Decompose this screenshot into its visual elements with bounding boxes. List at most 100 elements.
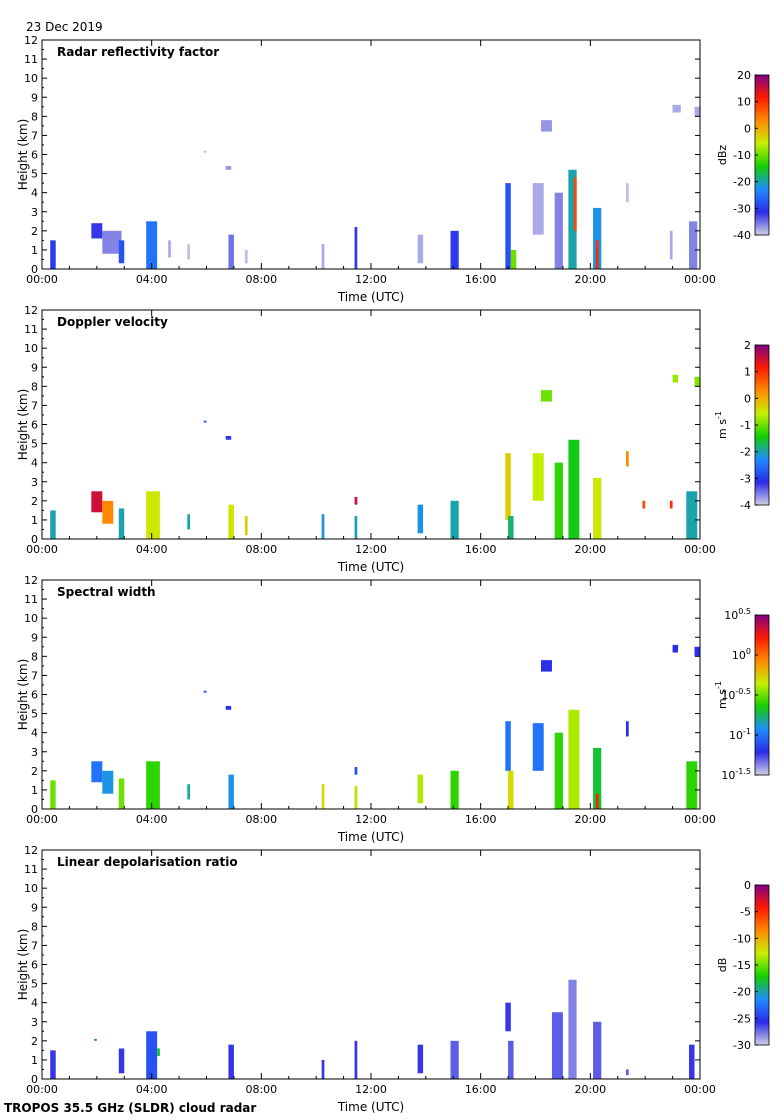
echo-cell: [540, 660, 552, 672]
y-tick-label: 2: [31, 225, 38, 238]
echo-cell: [505, 183, 511, 269]
x-tick-label: 16:00: [465, 813, 497, 826]
echo-cell: [450, 500, 459, 539]
echo-cell: [532, 453, 544, 501]
echo-cell: [118, 778, 125, 809]
echo-cell: [157, 1048, 160, 1057]
echo-cell: [321, 784, 325, 809]
x-tick-label: 08:00: [245, 273, 277, 286]
echo-cell: [568, 169, 577, 269]
y-tick-label: 6: [31, 959, 38, 972]
echo-cell: [118, 508, 125, 539]
y-tick-label: 0: [31, 533, 38, 546]
y-tick-label: 12: [24, 34, 38, 47]
y-tick-label: 2: [31, 765, 38, 778]
x-tick-label: 04:00: [136, 273, 168, 286]
y-tick-label: 12: [24, 844, 38, 857]
echo-cell: [225, 705, 232, 710]
y-tick-label: 1: [31, 244, 38, 257]
colorbar-tick-label: -1: [740, 419, 751, 432]
echo-cell: [50, 510, 56, 539]
y-tick-label: 1: [31, 1054, 38, 1067]
x-tick-label: 00:00: [26, 543, 58, 556]
echo-cell: [672, 104, 681, 113]
echo-cell: [118, 240, 125, 264]
echo-cell: [321, 1059, 325, 1079]
y-axis-label: Height (km): [16, 929, 30, 1000]
echo-cell: [102, 500, 114, 524]
y-tick-label: 0: [31, 803, 38, 816]
x-axis-label: Time (UTC): [337, 560, 404, 574]
echo-cell: [568, 439, 580, 539]
echo-cell: [508, 770, 514, 809]
x-tick-label: 08:00: [245, 1083, 277, 1096]
echo-cell: [505, 721, 511, 771]
echo-cell: [354, 516, 358, 539]
y-tick-label: 8: [31, 920, 38, 933]
y-axis-label: Height (km): [16, 389, 30, 460]
echo-cell: [642, 500, 646, 509]
y-tick-label: 8: [31, 650, 38, 663]
x-tick-label: 12:00: [355, 273, 387, 286]
x-tick-label: 00:00: [684, 273, 716, 286]
y-tick-label: 6: [31, 419, 38, 432]
echo-cell: [595, 793, 599, 809]
colorbar-tick-label: 100.5: [724, 607, 751, 622]
x-axis-label: Time (UTC): [337, 1100, 404, 1114]
echo-cell: [510, 249, 517, 269]
y-tick-label: 8: [31, 380, 38, 393]
y-tick-label: 2: [31, 1035, 38, 1048]
y-tick-label: 7: [31, 939, 38, 952]
echo-cell: [554, 732, 563, 809]
echo-cell: [625, 451, 629, 467]
echo-cell: [228, 1044, 234, 1079]
x-tick-label: 12:00: [355, 813, 387, 826]
colorbar-tick-label: 0: [744, 879, 751, 892]
y-tick-label: 4: [31, 727, 38, 740]
y-axis-label: Height (km): [16, 119, 30, 190]
echo-cell: [694, 106, 700, 117]
echo-cell: [102, 230, 122, 254]
echo-cell: [593, 207, 602, 269]
y-tick-label: 7: [31, 669, 38, 682]
y-tick-label: 9: [31, 631, 38, 644]
echo-cell: [672, 644, 679, 653]
colorbar-tick-label: -3: [740, 472, 751, 485]
echo-cell: [91, 761, 103, 783]
echo-cell: [146, 761, 160, 809]
y-tick-label: 10: [24, 72, 38, 85]
echo-cell: [540, 120, 552, 132]
echo-cell: [417, 774, 424, 804]
echo-cell: [228, 774, 234, 809]
colorbar-unit-label: m s-1: [714, 681, 729, 709]
y-tick-label: 3: [31, 1016, 38, 1029]
echo-cell: [625, 1069, 629, 1076]
echo-cell: [505, 453, 511, 520]
echo-cell: [417, 504, 424, 534]
y-tick-label: 7: [31, 129, 38, 142]
colorbar-tick-label: 10-0.5: [721, 687, 751, 702]
x-tick-label: 12:00: [355, 543, 387, 556]
echo-cell: [532, 723, 544, 771]
y-tick-label: 5: [31, 978, 38, 991]
x-tick-label: 08:00: [245, 543, 277, 556]
echo-cell: [244, 516, 248, 536]
colorbar-unit-label: m s-1: [714, 411, 729, 439]
y-tick-label: 9: [31, 901, 38, 914]
echo-cell: [593, 477, 602, 539]
x-tick-label: 00:00: [684, 813, 716, 826]
x-tick-label: 12:00: [355, 1083, 387, 1096]
y-tick-label: 8: [31, 110, 38, 123]
y-tick-label: 5: [31, 438, 38, 451]
colorbar-tick-label: -20: [733, 986, 751, 999]
echo-cell: [573, 177, 577, 231]
echo-cell: [686, 761, 698, 809]
y-tick-label: 7: [31, 399, 38, 412]
echo-cell: [94, 1038, 97, 1041]
y-tick-label: 5: [31, 168, 38, 181]
y-tick-label: 3: [31, 746, 38, 759]
x-tick-label: 16:00: [465, 1083, 497, 1096]
